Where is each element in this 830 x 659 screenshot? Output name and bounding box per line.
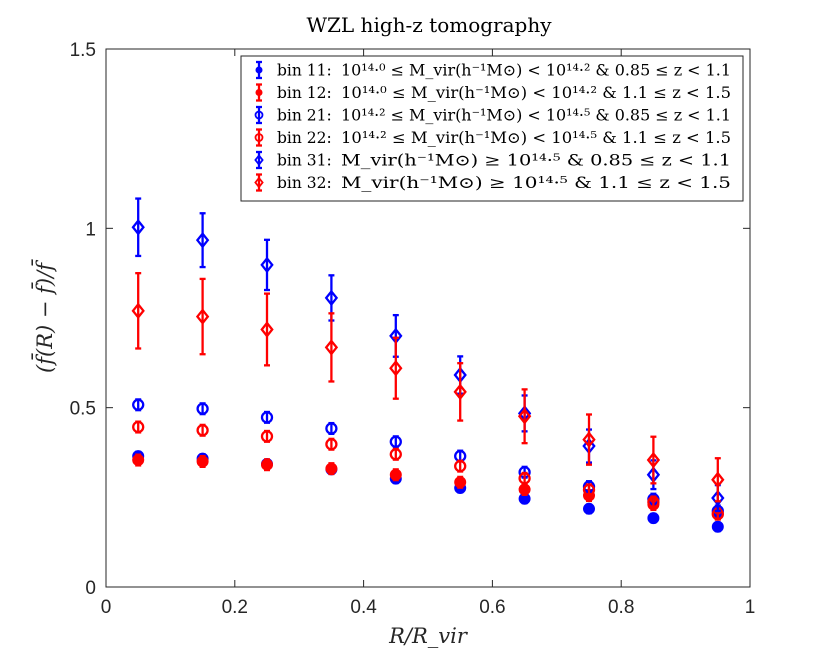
data-point [454,459,467,473]
legend-item: bin 22: 10¹⁴·² ≤ M_vir(h⁻¹M⊙) < 10¹⁴·⁵ & … [254,128,731,147]
data-point [389,448,402,461]
data-point [260,321,274,338]
plot-frame [105,48,751,588]
legend: bin 11: 10¹⁴·⁰ ≤ M_vir(h⁻¹M⊙) < 10¹⁴·² & … [240,55,744,202]
data-point [518,472,531,485]
y-axis-label-text: (f̄(R) − f̄)/f̄ [31,259,57,373]
legend-box [240,55,744,202]
x-axis-label: R/R_vir [388,624,469,648]
legend-marker [254,133,264,142]
y-tick-label: 0.5 [70,399,96,420]
legend-marker [254,176,264,189]
legend-item: bin 31: M_vir(h⁻¹M⊙) ≥ 10¹⁴·⁵ & 0.85 ≤ z … [254,150,731,170]
legend-expr-label: 10¹⁴·² ≤ M_vir(h⁻¹M⊙) < 10¹⁴·⁵ & 0.85 ≤ … [341,107,731,125]
data-point [325,462,338,475]
data-point [389,435,402,448]
legend-expr-label: M_vir(h⁻¹M⊙) ≥ 10¹⁴·⁵ & 1.1 ≤ z < 1.5 [341,174,731,192]
data-point [711,489,725,507]
data-point [325,422,338,435]
series-6 [131,272,725,503]
data-point [582,431,596,448]
data-point [132,420,145,434]
legend-marker [254,154,264,166]
x-tick-label: 0.2 [222,597,248,618]
legend-item: bin 21: 10¹⁴·² ≤ M_vir(h⁻¹M⊙) < 10¹⁴·⁵ & … [254,105,731,125]
data-point [196,455,209,468]
legend-bin-label: bin 32: [277,174,332,192]
legend-expr-label: 10¹⁴·⁰ ≤ M_vir(h⁻¹M⊙) < 10¹⁴·² & 1.1 ≤ z… [341,84,731,102]
data-point [389,468,402,481]
legend-bin-label: bin 31: [277,152,332,170]
data-point [196,424,209,437]
data-point [195,231,210,249]
legend-item: bin 12: 10¹⁴·⁰ ≤ M_vir(h⁻¹M⊙) < 10¹⁴·² & … [255,83,731,102]
x-tick-label: 0.8 [608,597,634,618]
legend-bin-label: bin 21: [277,107,332,125]
data-point [325,438,338,451]
legend-bin-label: bin 22: [277,129,332,147]
y-tick-label: 1 [85,219,96,240]
y-tick-label: 1.5 [70,40,96,61]
x-tick-label: 0.6 [479,597,505,618]
data-point [132,398,145,411]
data-point [518,483,531,496]
legend-expr-label: M_vir(h⁻¹M⊙) ≥ 10¹⁴·⁵ & 0.85 ≤ z < 1.1 [341,152,731,170]
x-tick-label: 0.4 [350,597,377,618]
data-point [261,458,273,471]
y-tick-label: 0 [85,578,96,599]
data-point [389,359,403,377]
legend-expr-label: 10¹⁴·² ≤ M_vir(h⁻¹M⊙) < 10¹⁴·⁵ & 1.1 ≤ z… [341,129,731,147]
data-point [324,289,339,307]
data-point [195,308,210,325]
data-point [517,407,532,425]
series-1 [132,450,724,533]
legend-bin-label: bin 12: [277,84,332,102]
series-3 [132,398,724,518]
data-marks [131,197,725,533]
data-point [647,512,660,525]
plot-box [105,48,751,588]
legend-bin-label: bin 11: [277,62,332,80]
data-point [260,256,274,274]
x-axis-label-text: R/R_vir [388,624,469,648]
data-point [260,430,274,443]
legend-marker [255,66,263,74]
y-axis-label: (f̄(R) − f̄)/f̄ [31,259,57,373]
data-point [453,383,467,401]
x-tick-label: 0 [101,597,112,618]
data-point [711,520,724,533]
data-point [260,411,274,424]
data-point [131,302,145,320]
data-point [583,502,595,515]
data-point [647,495,660,509]
legend-marker [255,89,263,96]
data-point [582,483,596,496]
data-point [132,454,145,467]
series-5 [131,197,725,513]
data-point [324,339,339,356]
legend-marker [254,110,264,120]
legend-item: bin 32: M_vir(h⁻¹M⊙) ≥ 10¹⁴·⁵ & 1.1 ≤ z <… [254,173,731,192]
legend-expr-label: 10¹⁴·⁰ ≤ M_vir(h⁻¹M⊙) < 10¹⁴·² & 0.85 ≤ … [341,62,731,80]
legend-item: bin 11: 10¹⁴·⁰ ≤ M_vir(h⁻¹M⊙) < 10¹⁴·² & … [255,60,731,80]
series-2 [132,453,724,521]
x-tick-label: 1 [745,597,756,618]
data-point [454,476,467,489]
series-4 [132,420,724,521]
data-point [131,218,145,236]
axis-ticks: 0 0.2 0.4 0.6 0.8 1 0 0.5 1 1.5 [70,40,756,618]
data-point [711,471,725,489]
chart-title: WZL high-z tomography [306,13,552,37]
data-point [646,451,661,469]
data-point [196,402,209,415]
